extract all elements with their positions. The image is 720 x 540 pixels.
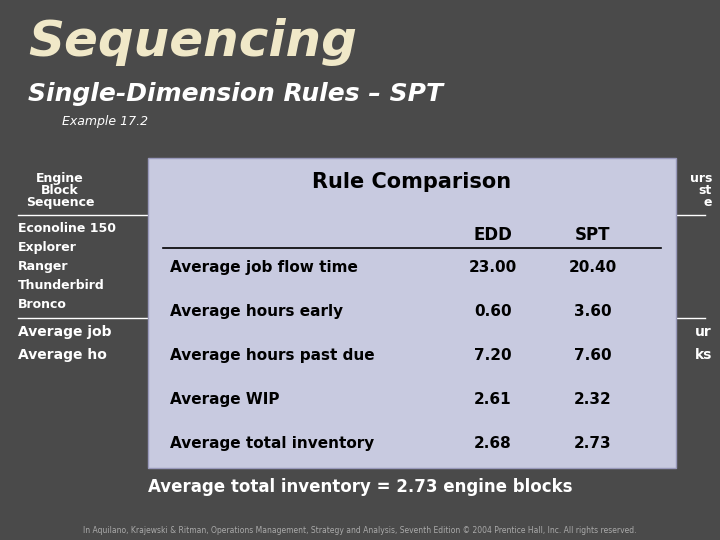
Text: st: st	[698, 184, 712, 197]
FancyBboxPatch shape	[148, 158, 676, 468]
Text: EDD: EDD	[474, 226, 513, 244]
Text: 2.73: 2.73	[574, 436, 612, 451]
Text: Rule Comparison: Rule Comparison	[312, 172, 512, 192]
Text: 2.61: 2.61	[474, 392, 512, 407]
Text: Example 17.2: Example 17.2	[62, 115, 148, 128]
Text: Job: Job	[267, 162, 289, 175]
Text: Actual: Actual	[416, 162, 460, 175]
Text: Thunderbird: Thunderbird	[18, 279, 104, 292]
Text: Ranger: Ranger	[18, 260, 68, 273]
Text: SPT: SPT	[575, 226, 611, 244]
Text: 3.60: 3.60	[574, 304, 612, 319]
Text: 7.20: 7.20	[474, 348, 512, 363]
Text: Sequence: Sequence	[26, 196, 94, 209]
Text: Average ho: Average ho	[18, 348, 107, 362]
Text: e: e	[703, 196, 712, 209]
Text: Econoline 150: Econoline 150	[18, 222, 116, 235]
Text: Average WIP: Average WIP	[170, 392, 279, 407]
Text: Average hours past due: Average hours past due	[170, 348, 374, 363]
Text: Engine: Engine	[36, 172, 84, 185]
Text: Explorer: Explorer	[18, 241, 77, 254]
Text: 2.32: 2.32	[574, 392, 612, 407]
Text: Average job: Average job	[18, 325, 112, 339]
Text: Sequencing: Sequencing	[28, 18, 357, 66]
Text: 0.60: 0.60	[474, 304, 512, 319]
Text: 20.40: 20.40	[569, 260, 617, 275]
Text: urs: urs	[690, 172, 712, 185]
Text: 23.00: 23.00	[469, 260, 517, 275]
Text: ks: ks	[695, 348, 712, 362]
Text: 7.60: 7.60	[574, 348, 612, 363]
Text: Block: Block	[41, 184, 79, 197]
Text: Bronco: Bronco	[18, 298, 67, 311]
Text: ur: ur	[696, 325, 712, 339]
Text: Average hours early: Average hours early	[170, 304, 343, 319]
Text: Single-Dimension Rules – SPT: Single-Dimension Rules – SPT	[28, 82, 443, 106]
Text: Average job flow time: Average job flow time	[170, 260, 358, 275]
Text: In Aquilano, Krajewski & Ritman, Operations Management, Strategy and Analysis, S: In Aquilano, Krajewski & Ritman, Operati…	[84, 526, 636, 535]
Text: 2.68: 2.68	[474, 436, 512, 451]
Text: Average total inventory: Average total inventory	[170, 436, 374, 451]
Text: Scheduled: Scheduled	[323, 162, 397, 175]
Text: Average total inventory = 2.73 engine blocks: Average total inventory = 2.73 engine bl…	[148, 478, 572, 496]
